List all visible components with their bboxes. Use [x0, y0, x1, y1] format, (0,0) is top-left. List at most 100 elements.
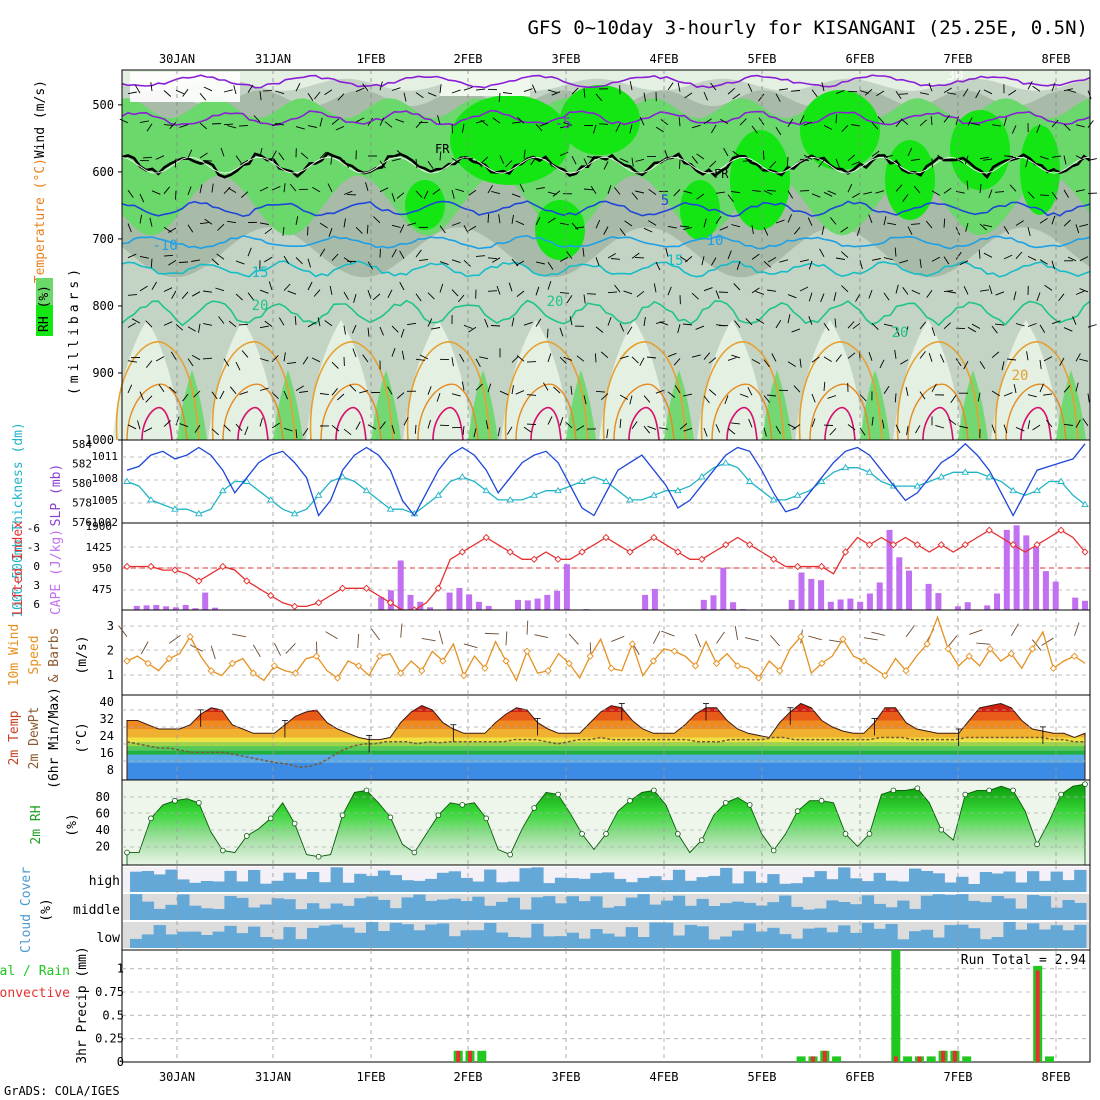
- temp2m-tick: 16: [100, 746, 114, 760]
- thickness-point: [506, 496, 514, 503]
- wind-barb: [977, 392, 981, 402]
- wind-barb: [847, 424, 856, 431]
- cloud-cover-bar: [637, 877, 650, 892]
- wind-barb: [683, 393, 693, 397]
- rh2m-units: (%): [65, 813, 80, 836]
- li-tick: -6: [27, 522, 40, 535]
- wind-barb: [300, 152, 309, 160]
- cape-bar: [1042, 571, 1049, 610]
- wind-barb: [821, 225, 825, 235]
- wind-barb: [983, 224, 993, 228]
- wind-barb: [696, 153, 705, 160]
- cloud-cover-bar: [425, 878, 438, 892]
- precip-tick: 0.75: [95, 985, 124, 999]
- wind-barb: [708, 357, 717, 364]
- wind-barb: [606, 429, 609, 439]
- wind-barb: [146, 123, 153, 132]
- wind-barb: [1072, 316, 1077, 325]
- rh2m-point: [1010, 787, 1016, 794]
- wind10-barb: [1041, 637, 1054, 646]
- wind-barb: [684, 256, 693, 263]
- wind-barb: [415, 249, 422, 258]
- temp-bands: [127, 703, 1085, 780]
- wind-barb: [919, 119, 928, 127]
- wind-barb: [199, 93, 207, 101]
- cloud-cover-bar: [177, 931, 190, 948]
- cloud-cover-bar: [649, 904, 662, 920]
- wind-barb: [317, 317, 321, 327]
- wind-barb: [343, 190, 353, 195]
- cape-bar: [192, 608, 199, 610]
- wind-barb: [227, 220, 237, 224]
- wind-barb: [943, 87, 952, 93]
- wind-barb: [835, 354, 842, 362]
- wind-barb: [736, 261, 741, 270]
- wind-barb: [283, 283, 291, 291]
- wind-barb: [451, 289, 459, 297]
- cape-bar: [798, 572, 805, 610]
- thickness-point: [937, 473, 946, 480]
- wind-barb: [683, 427, 693, 432]
- top-date-label: 5FEB: [748, 52, 777, 66]
- wind-barb: [217, 223, 225, 231]
- wind-barb: [535, 216, 541, 226]
- wind-barb: [1027, 81, 1033, 90]
- wind-barb: [127, 322, 136, 328]
- wind-barb: [674, 385, 681, 394]
- rh2m-point: [938, 826, 945, 833]
- wind-barb: [823, 322, 830, 331]
- cloud-cover-bar: [554, 877, 568, 892]
- wind-barb: [191, 259, 201, 262]
- wind-barb: [907, 147, 913, 157]
- wind10-barb: [905, 625, 915, 638]
- wind-barb: [419, 258, 429, 262]
- cloud-cover-bar: [354, 932, 367, 948]
- cape-bar: [730, 602, 737, 610]
- rh-band-bright: [950, 110, 1010, 190]
- rh2m-point: [770, 847, 777, 854]
- temp-contour-20: [121, 299, 1091, 327]
- wind-barb: [607, 185, 612, 194]
- cape-bar: [818, 580, 825, 610]
- wind-barb: [259, 358, 269, 362]
- cape-bar: [857, 601, 864, 610]
- lifted-index-point: [889, 541, 898, 549]
- top-date-label: 3FEB: [552, 52, 581, 66]
- thickness-point: [626, 496, 634, 503]
- cloud-cover-bar: [519, 909, 532, 920]
- temp-line: [126, 702, 1086, 781]
- wind-barb: [372, 293, 381, 301]
- lifted-index-point: [195, 577, 203, 585]
- thickness-point: [769, 496, 778, 503]
- temp-contour-25: [798, 341, 883, 441]
- wind-barb: [771, 353, 777, 362]
- rh-label: RH (%): [37, 285, 52, 332]
- upper-tick-label: 700: [92, 232, 114, 246]
- wind-barb: [841, 124, 849, 133]
- wind-barb: [239, 159, 249, 165]
- top-date-label: 1FEB: [357, 52, 386, 66]
- wind-barb: [168, 386, 177, 394]
- wind-barb: [139, 214, 143, 224]
- wind-barb: [720, 118, 729, 125]
- cloud-cover-bar: [554, 903, 568, 920]
- wind-barb: [171, 290, 177, 299]
- cloud-cover-bar: [283, 927, 296, 948]
- wind-barb: [559, 292, 570, 294]
- wind-barb: [275, 122, 285, 126]
- wind-barb: [629, 395, 633, 405]
- wind-barb: [187, 186, 192, 196]
- wind-barb: [727, 250, 732, 260]
- rh2m-tick: 20: [96, 840, 110, 854]
- wind-barb: [351, 324, 357, 334]
- upper-tick-label: 500: [92, 98, 114, 112]
- wind-barb: [955, 190, 965, 194]
- rh2m-point: [866, 831, 873, 837]
- wind10-point: [312, 652, 321, 660]
- rh2m-point: [459, 802, 466, 808]
- wind-barb: [571, 87, 579, 95]
- temp-contour-25: [994, 341, 1079, 441]
- wind-barb: [619, 158, 629, 163]
- wind-barb: [775, 425, 781, 435]
